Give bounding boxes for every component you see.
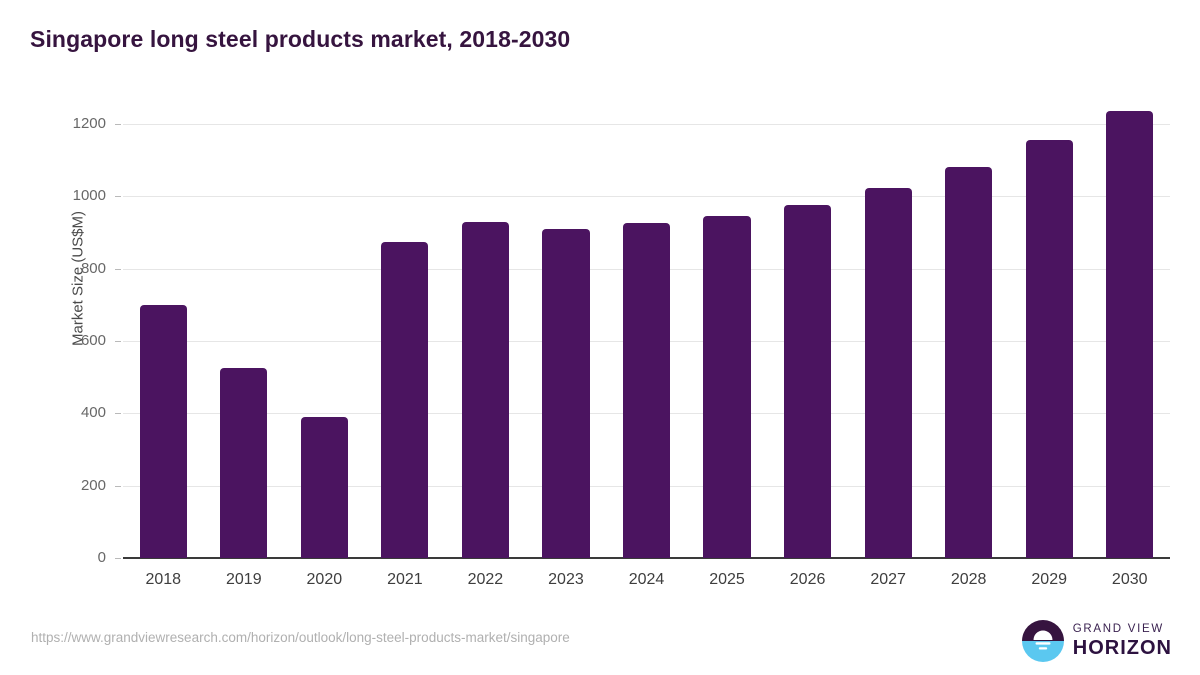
y-axis-tick-label: 1000 xyxy=(72,187,106,205)
y-axis-tick-mark xyxy=(115,124,121,125)
x-axis-tick-label: 2020 xyxy=(306,571,343,588)
bar[interactable] xyxy=(139,304,187,558)
brand-logo: GRAND VIEW HORIZON xyxy=(1021,620,1172,662)
x-axis-tick-label: 2027 xyxy=(870,571,906,588)
x-axis-tick-label: 2019 xyxy=(226,571,262,588)
gridline xyxy=(123,196,1170,198)
x-axis-tick-label: 2024 xyxy=(628,571,665,588)
y-axis-tick-mark xyxy=(115,196,121,198)
x-axis-tick-label: 2022 xyxy=(467,571,504,588)
gridline xyxy=(123,124,1170,125)
y-axis-tick-label: 800 xyxy=(80,259,106,277)
x-axis-tick-label: 2018 xyxy=(145,571,182,588)
x-axis-tick-label: 2029 xyxy=(1031,571,1067,588)
y-axis-tick-mark xyxy=(115,558,121,559)
x-axis-tick-label: 2028 xyxy=(950,571,987,588)
bar[interactable] xyxy=(784,205,832,558)
grand-view-horizon-logo-icon xyxy=(1021,620,1064,662)
x-axis-tick-label: 2021 xyxy=(387,571,423,588)
brand-line-horizon: HORIZON xyxy=(1072,637,1172,660)
bar[interactable] xyxy=(1025,140,1073,558)
bar[interactable] xyxy=(703,216,751,558)
y-axis-tick-mark xyxy=(115,268,121,270)
bar[interactable] xyxy=(542,228,590,558)
y-axis-tick-label: 600 xyxy=(80,332,106,349)
y-axis-tick-label: 200 xyxy=(80,476,106,494)
y-axis-tick-mark xyxy=(115,413,121,415)
x-axis-tick-label: 2026 xyxy=(789,571,826,588)
bar[interactable] xyxy=(1106,110,1154,558)
bar[interactable] xyxy=(461,221,509,558)
y-axis-tick-label: 1200 xyxy=(72,115,106,132)
bar[interactable] xyxy=(300,416,348,558)
page-title: Singapore long steel products market, 20… xyxy=(30,26,571,52)
x-axis-line xyxy=(123,557,1170,559)
bar[interactable] xyxy=(622,223,671,558)
x-axis-tick-label: 2023 xyxy=(548,571,584,588)
bar[interactable] xyxy=(381,241,429,558)
source-url-text: https://www.grandviewresearch.com/horizo… xyxy=(31,630,570,645)
y-axis-tick-mark xyxy=(115,485,121,487)
y-axis-tick-label: 400 xyxy=(80,404,106,422)
brand-wordmark: GRAND VIEW HORIZON xyxy=(1072,622,1172,660)
x-axis-tick-label: 2025 xyxy=(709,571,745,588)
bar[interactable] xyxy=(220,368,268,558)
bar[interactable] xyxy=(945,166,993,558)
brand-line-grand-view: GRAND VIEW xyxy=(1072,622,1164,635)
y-axis-tick-label: 0 xyxy=(97,549,106,566)
bars-group xyxy=(123,110,1170,558)
y-axis-tick-mark xyxy=(115,341,121,342)
x-axis-tick-label: 2030 xyxy=(1111,571,1148,588)
bar[interactable] xyxy=(864,188,912,558)
